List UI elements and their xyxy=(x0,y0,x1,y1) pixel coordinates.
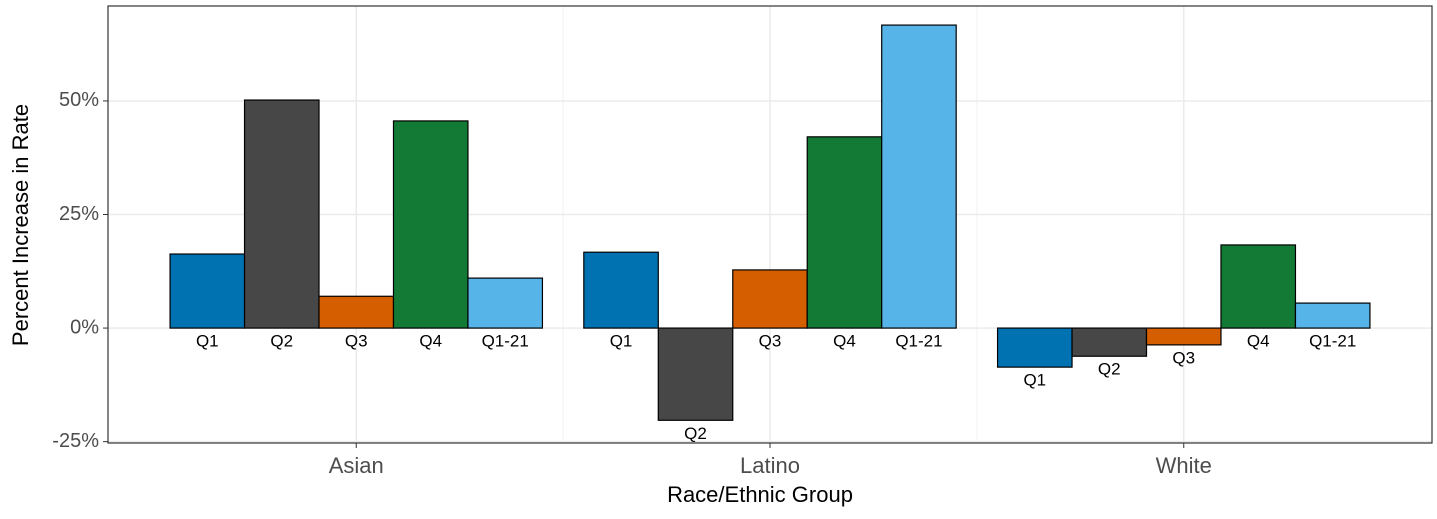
bar-label: Q1 xyxy=(196,332,219,351)
bar-label: Q3 xyxy=(759,332,782,351)
x-tick-label: White xyxy=(1156,453,1212,478)
bar xyxy=(806,136,883,329)
bar xyxy=(1220,244,1297,329)
bar-label: Q3 xyxy=(1172,348,1195,367)
bar-label: Q1-21 xyxy=(1309,332,1356,351)
bar-label: Q2 xyxy=(684,424,707,443)
bar xyxy=(1294,302,1371,329)
y-tick-label: 25% xyxy=(59,203,99,225)
y-tick-label: -25% xyxy=(52,430,99,452)
y-tick-label: 50% xyxy=(59,89,99,111)
bar-label: Q1-21 xyxy=(895,332,942,351)
bar xyxy=(1145,327,1222,346)
bar xyxy=(583,251,659,329)
bar-label: Q4 xyxy=(419,332,442,351)
bar-label: Q2 xyxy=(1098,360,1121,379)
bar-label: Q1-21 xyxy=(482,332,529,351)
bar xyxy=(243,99,320,329)
bar xyxy=(1071,327,1148,357)
bar xyxy=(657,327,734,421)
plot-border xyxy=(107,5,1433,444)
bar-label: Q4 xyxy=(1247,332,1270,351)
y-tick-label: 0% xyxy=(70,316,99,338)
y-axis-title: Percent Increase in Rate xyxy=(8,104,33,346)
x-axis-title: Race/Ethnic Group xyxy=(667,482,853,507)
bar-label: Q1 xyxy=(1023,371,1046,390)
bar xyxy=(318,295,395,329)
bar-label: Q1 xyxy=(610,332,633,351)
x-tick-label: Asian xyxy=(329,453,384,478)
bar-label: Q3 xyxy=(345,332,368,351)
bar-label: Q4 xyxy=(833,332,856,351)
bar-label: Q2 xyxy=(270,332,293,351)
bar xyxy=(881,24,957,329)
bar xyxy=(169,253,246,329)
bar xyxy=(467,277,544,329)
bar xyxy=(392,120,469,329)
bar xyxy=(996,327,1073,368)
x-tick-label: Latino xyxy=(740,453,800,478)
bar xyxy=(732,269,808,329)
